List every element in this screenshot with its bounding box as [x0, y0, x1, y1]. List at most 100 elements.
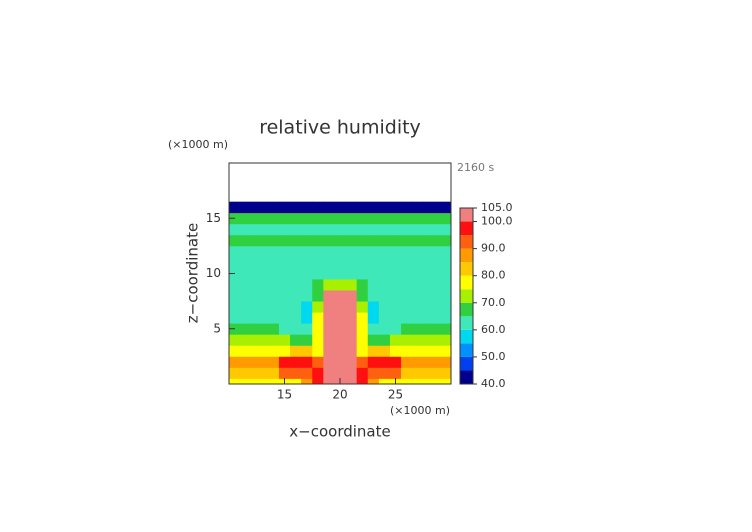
cell — [356, 212, 369, 225]
cell — [290, 334, 302, 346]
cell — [367, 256, 380, 269]
cell — [345, 256, 358, 269]
cell — [267, 245, 280, 258]
cell — [245, 245, 258, 258]
cell — [229, 301, 235, 313]
cell — [423, 201, 435, 214]
cell — [267, 356, 280, 368]
cell — [356, 267, 369, 280]
colorbar-label: 80.0 — [481, 269, 506, 282]
cell — [334, 345, 346, 357]
cell — [334, 290, 346, 302]
cell — [245, 267, 258, 280]
cell — [256, 212, 269, 225]
cell — [323, 290, 335, 302]
cell — [356, 323, 369, 335]
cell — [356, 245, 369, 258]
cell — [356, 356, 369, 368]
cell — [234, 345, 247, 357]
cell — [229, 234, 235, 247]
chart-title: relative humidity — [259, 117, 421, 139]
cell — [356, 223, 369, 236]
cell — [378, 378, 391, 385]
colorbar-label: 60.0 — [481, 323, 506, 336]
cell — [367, 279, 380, 291]
cell — [401, 334, 413, 346]
cell — [401, 345, 413, 357]
cell — [290, 356, 302, 368]
cell — [278, 345, 291, 357]
cell — [301, 367, 313, 379]
cell — [301, 290, 313, 302]
cell — [267, 279, 280, 291]
cell — [401, 323, 413, 335]
colorbar-frame — [459, 207, 474, 385]
cell — [323, 356, 335, 368]
cell — [267, 223, 280, 236]
cell — [356, 290, 369, 302]
cell — [401, 234, 413, 247]
cell — [323, 345, 335, 357]
cell — [312, 279, 324, 291]
cell — [378, 312, 391, 324]
cell — [290, 301, 302, 313]
cell — [229, 378, 235, 385]
cell — [256, 323, 269, 335]
colorbar-band — [460, 316, 473, 330]
cell — [445, 323, 452, 335]
cell — [367, 290, 380, 302]
cell — [401, 279, 413, 291]
cell — [412, 367, 424, 379]
cell — [312, 312, 324, 324]
cell — [229, 256, 235, 269]
cell — [445, 301, 452, 313]
cell — [256, 301, 269, 313]
cell — [434, 290, 446, 302]
cell — [256, 378, 269, 385]
cell — [290, 323, 302, 335]
cell — [245, 256, 258, 269]
cell — [367, 301, 380, 313]
cell — [378, 290, 391, 302]
y-unit: (×1000 m) — [168, 138, 228, 151]
cell — [445, 356, 452, 368]
cell — [256, 267, 269, 280]
cell — [323, 279, 335, 291]
cell — [445, 334, 452, 346]
cell — [367, 312, 380, 324]
colorbar-label: 105.0 — [481, 201, 513, 214]
cell — [445, 245, 452, 258]
cell — [412, 223, 424, 236]
cell — [256, 234, 269, 247]
cell — [412, 256, 424, 269]
cell — [378, 201, 391, 214]
cell — [323, 234, 335, 247]
cell — [378, 301, 391, 313]
x-tick-label: 20 — [332, 388, 347, 402]
cell — [234, 223, 247, 236]
cell — [434, 256, 446, 269]
cell — [389, 290, 402, 302]
cell — [312, 256, 324, 269]
cell — [423, 301, 435, 313]
colorbar-band — [460, 275, 473, 290]
cell — [334, 279, 346, 291]
cell — [245, 345, 258, 357]
cell — [434, 356, 446, 368]
cell — [229, 312, 235, 324]
cell — [278, 312, 291, 324]
cell — [290, 367, 302, 379]
cell — [256, 245, 269, 258]
cell — [323, 212, 335, 225]
cell — [356, 345, 369, 357]
cell — [445, 223, 452, 236]
cell — [378, 256, 391, 269]
cell — [434, 223, 446, 236]
cell — [301, 212, 313, 225]
cell — [378, 212, 391, 225]
colorbar-band — [460, 262, 473, 276]
cell — [401, 290, 413, 302]
cell — [290, 245, 302, 258]
cell — [345, 290, 358, 302]
cell — [290, 267, 302, 280]
